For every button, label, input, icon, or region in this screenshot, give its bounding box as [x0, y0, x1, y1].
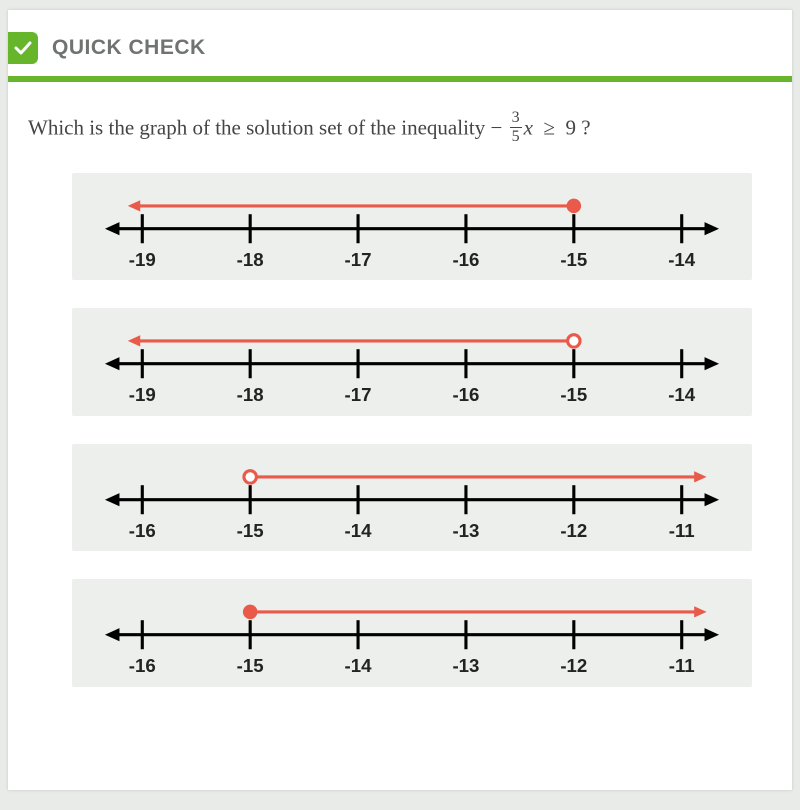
tick-label: -19: [129, 249, 156, 270]
tick-label: -14: [345, 520, 373, 541]
tick-label: -11: [669, 520, 695, 541]
rhs-value: 9: [565, 115, 576, 139]
header: QUICK CHECK: [8, 10, 792, 76]
closed-endpoint-icon: [243, 605, 258, 620]
tick-label: -18: [237, 385, 264, 406]
variable-x: x: [524, 115, 533, 139]
open-endpoint-icon: [244, 471, 256, 483]
geq-symbol: ≥: [543, 115, 555, 139]
fraction-numerator: 3: [510, 110, 522, 128]
tick-label: -16: [452, 385, 479, 406]
closed-endpoint-icon: [567, 199, 582, 214]
fraction-denominator: 5: [510, 128, 522, 145]
question-text: Which is the graph of the solution set o…: [8, 82, 792, 161]
tick-label: -17: [345, 249, 372, 270]
tick-label: -16: [129, 655, 156, 676]
tick-label: -16: [452, 249, 479, 270]
question-mark: ?: [581, 115, 590, 139]
tick-label: -15: [560, 385, 587, 406]
tick-label: -15: [560, 249, 587, 270]
tick-label: -15: [237, 520, 264, 541]
question-prefix: Which is the graph of the solution set o…: [28, 115, 485, 139]
tick-label: -14: [668, 385, 696, 406]
tick-label: -14: [668, 249, 696, 270]
header-title: QUICK CHECK: [52, 36, 206, 60]
open-endpoint-icon: [568, 335, 580, 347]
tick-label: -19: [129, 385, 156, 406]
tick-label: -12: [560, 655, 587, 676]
numberline-option-1[interactable]: -19 -18 -17 -16 -15 -14: [72, 173, 752, 280]
numberline-option-4[interactable]: -16 -15 -14 -13 -12 -11: [72, 579, 752, 686]
tick-label: -13: [452, 520, 479, 541]
tick-label: -17: [345, 385, 372, 406]
tick-label: -18: [237, 249, 264, 270]
tick-label: -12: [560, 520, 587, 541]
tick-label: -13: [452, 655, 479, 676]
tick-label: -16: [129, 520, 156, 541]
check-icon: [8, 32, 38, 64]
tick-label: -15: [237, 655, 264, 676]
tick-label: -11: [669, 655, 695, 676]
numberline-option-2[interactable]: -19 -18 -17 -16 -15 -14: [72, 308, 752, 415]
numberline-option-3[interactable]: -16 -15 -14 -13 -12 -11: [72, 444, 752, 551]
answer-choices: -19-18-17-16-15-14-19-18-17-16-15-14-16-…: [8, 161, 792, 687]
fraction: 3 5: [510, 110, 522, 145]
tick-label: -14: [345, 655, 373, 676]
